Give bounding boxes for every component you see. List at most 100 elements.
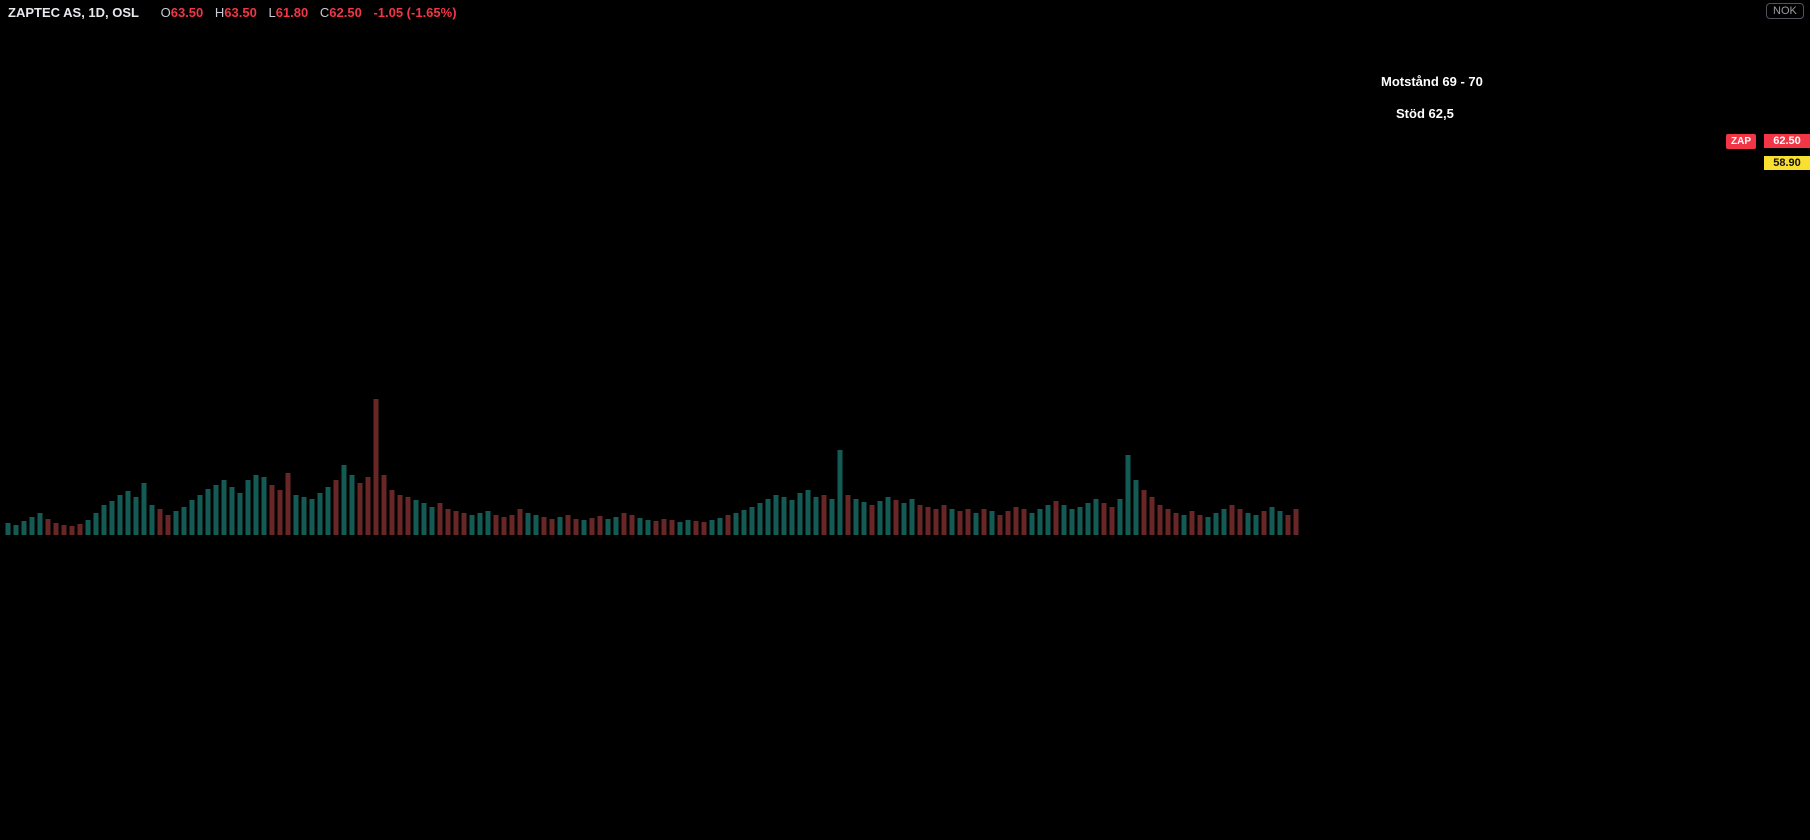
volume-bar: [261, 477, 267, 535]
volume-bar: [1229, 505, 1235, 535]
volume-bar: [941, 505, 947, 535]
volume-bar: [1061, 505, 1067, 535]
symbol-header: ZAPTEC AS, 1D, OSL O63.50 H63.50 L61.80 …: [8, 5, 457, 20]
volume-bar: [501, 517, 507, 535]
volume-bar: [381, 475, 387, 535]
volume-bar: [461, 513, 467, 535]
volume-bar: [1277, 511, 1283, 535]
volume-bar: [725, 515, 731, 535]
currency-button[interactable]: NOK: [1766, 3, 1804, 19]
volume-bar: [1237, 509, 1243, 535]
volume-bar: [845, 495, 851, 535]
volume-bar: [157, 509, 163, 535]
volume-bar: [1013, 507, 1019, 535]
volume-bar: [365, 477, 371, 535]
open-value: 63.50: [170, 5, 204, 20]
volume-bar: [437, 503, 443, 535]
volume-bar: [45, 519, 51, 535]
volume-bar: [813, 497, 819, 535]
volume-bar: [589, 518, 595, 535]
volume-bar: [909, 499, 915, 535]
volume-bar: [693, 521, 699, 535]
volume-bar: [397, 495, 403, 535]
volume-bar: [797, 493, 803, 535]
high-value: 63.50: [224, 5, 257, 20]
volume-bar: [733, 513, 739, 535]
volume-bar: [717, 518, 723, 535]
volume-bar: [541, 517, 547, 535]
volume-bar: [493, 515, 499, 535]
resistance-annotation[interactable]: Motstånd 69 - 70: [1381, 74, 1483, 89]
volume-bar: [1109, 507, 1115, 535]
volume-bar: [229, 487, 235, 535]
volume-bar: [781, 497, 787, 535]
open-label: O: [160, 5, 171, 20]
volume-bar: [893, 500, 899, 535]
volume-bar: [637, 518, 643, 535]
volume-bar: [173, 511, 179, 535]
volume-bar: [341, 465, 347, 535]
volume-bar: [357, 483, 363, 535]
volume-bar: [629, 515, 635, 535]
symbol-title[interactable]: ZAPTEC AS, 1D, OSL: [8, 5, 139, 20]
volume-bar: [21, 521, 27, 535]
volume-bar: [1165, 509, 1171, 535]
volume-bar: [597, 516, 603, 535]
volume-bar: [645, 520, 651, 535]
volume-bar: [1045, 505, 1051, 535]
volume-bar: [989, 511, 995, 535]
volume-bar: [549, 519, 555, 535]
volume-bar: [997, 515, 1003, 535]
volume-bar: [869, 505, 875, 535]
volume-bar: [469, 515, 475, 535]
volume-bar: [77, 524, 83, 535]
volume-bar: [1021, 509, 1027, 535]
volume-bar: [709, 520, 715, 535]
volume-bar: [853, 499, 859, 535]
volume-bar: [253, 475, 259, 535]
volume-bar: [349, 475, 355, 535]
volume-bar: [965, 509, 971, 535]
volume-bar: [61, 525, 67, 535]
volume-bar: [1005, 511, 1011, 535]
volume-bar: [237, 493, 243, 535]
volume-bar: [1269, 507, 1275, 535]
volume-bar: [1093, 499, 1099, 535]
last-price-chip: 62.50: [1764, 134, 1810, 148]
volume-bar: [957, 511, 963, 535]
volume-bar: [1053, 501, 1059, 535]
volume-bar: [933, 509, 939, 535]
volume-bar: [1197, 515, 1203, 535]
volume-bar: [621, 513, 627, 535]
volume-bar: [181, 507, 187, 535]
volume-bar: [317, 493, 323, 535]
alert-price-chip: 58.90: [1764, 156, 1810, 170]
volume-bar: [1253, 515, 1259, 535]
volume-bar: [389, 490, 395, 535]
volume-bar: [837, 450, 843, 535]
volume-bar: [605, 519, 611, 535]
volume-bar: [301, 497, 307, 535]
volume-bar: [573, 519, 579, 535]
volume-bar: [517, 509, 523, 535]
volume-bar: [93, 513, 99, 535]
volume-bar: [5, 523, 11, 535]
volume-bar: [53, 523, 59, 535]
volume-bar: [405, 497, 411, 535]
volume-bar: [757, 503, 763, 535]
volume-bar: [821, 495, 827, 535]
volume-bar: [741, 510, 747, 535]
volume-bar: [1221, 509, 1227, 535]
volume-bar: [221, 480, 227, 535]
volume-bar: [189, 500, 195, 535]
support-annotation[interactable]: Stöd 62,5: [1396, 106, 1454, 121]
volume-bar: [1285, 515, 1291, 535]
volume-bar: [677, 522, 683, 535]
volume-bar: [333, 480, 339, 535]
volume-bar: [1149, 497, 1155, 535]
volume-bar: [685, 520, 691, 535]
volume-bar: [429, 507, 435, 535]
volume-bar: [309, 499, 315, 535]
